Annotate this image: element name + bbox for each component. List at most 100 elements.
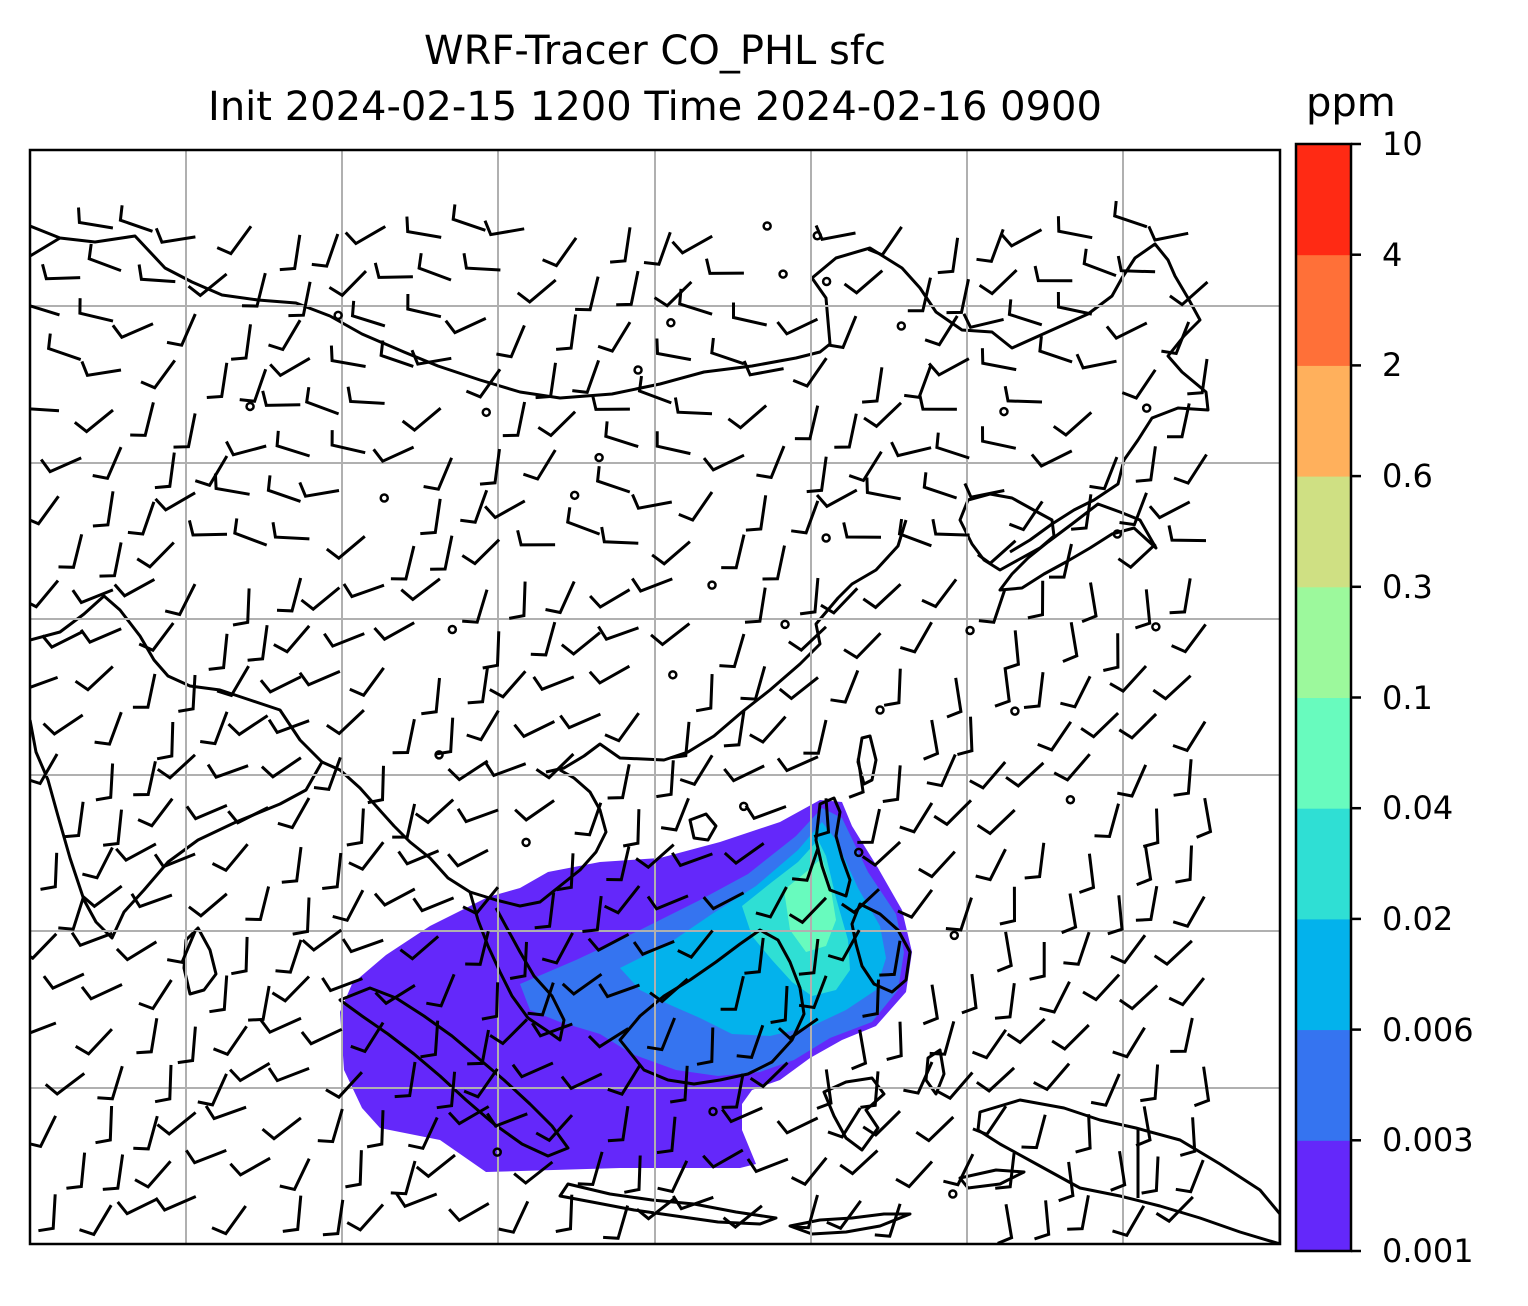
colorbar-unit-label: ppm [1306, 80, 1396, 126]
wind-barb [1110, 1150, 1127, 1192]
calm-wind-marker [821, 276, 832, 287]
wind-barb [534, 892, 556, 930]
wind-barb [907, 277, 932, 313]
wind-barb [41, 263, 81, 281]
wind-barb [882, 765, 902, 803]
wind-barb [587, 1027, 630, 1049]
wind-barb [271, 522, 310, 541]
wind-barb [300, 1027, 343, 1046]
wind-barb [508, 581, 527, 620]
calm-wind-marker [434, 750, 444, 760]
wind-barb [305, 386, 340, 416]
wind-barb [918, 850, 956, 879]
wind-barb [946, 677, 963, 719]
wind-barb [603, 885, 641, 915]
wind-barb [321, 977, 363, 993]
wind-barb [813, 798, 831, 838]
wind-barb [261, 390, 301, 407]
wind-barb [95, 1105, 114, 1145]
wind-barb [555, 314, 578, 351]
wind-barb [591, 394, 630, 411]
wind-barb [390, 545, 416, 581]
wind-barb [456, 808, 499, 824]
wind-barb [660, 797, 690, 832]
wind-barb [509, 941, 528, 980]
wind-barb [535, 752, 575, 780]
wind-barb [156, 721, 175, 761]
wind-barb [79, 1204, 113, 1237]
wind-barb [94, 711, 123, 746]
chart-title-line-1: WRF-Tracer CO_PHL sfc [424, 28, 886, 74]
wind-barb [981, 426, 1017, 450]
wind-barb [415, 1153, 456, 1179]
wind-barb [671, 234, 713, 255]
wind-barb [1135, 1106, 1152, 1147]
wind-barb [1089, 456, 1119, 491]
wind-barb [649, 977, 689, 1004]
wind-barb [669, 1065, 689, 1104]
wind-barb [373, 621, 415, 642]
wind-barb [30, 675, 59, 690]
wind-barb [30, 932, 58, 961]
wind-barb [406, 293, 442, 319]
calm-wind-marker [1112, 529, 1123, 539]
wind-barb [115, 842, 157, 862]
wind-barb [744, 587, 767, 624]
wind-barb [317, 1108, 344, 1144]
wind-barb [1062, 622, 1079, 663]
wind-barb [1196, 797, 1213, 839]
wind-barb [976, 808, 1016, 836]
wind-barb [486, 1112, 528, 1128]
wind-barb [1033, 265, 1073, 283]
wind-barb [463, 1068, 499, 1099]
wind-barb [164, 583, 197, 617]
wind-barb [635, 1196, 677, 1221]
coastline-sulawesi [822, 1076, 886, 1152]
wind-barb [379, 340, 414, 368]
wind-barb [58, 533, 84, 569]
wind-barb [879, 940, 902, 977]
wind-barb [247, 625, 269, 662]
wind-barb [1112, 1026, 1146, 1059]
wind-barb [862, 1110, 902, 1137]
wind-barb [1082, 248, 1117, 278]
wind-barb [80, 360, 122, 377]
wind-barb [561, 972, 603, 996]
wind-barb [678, 288, 713, 316]
wind-barb [607, 1064, 642, 1097]
wind-barb [111, 322, 154, 340]
wind-barb [863, 401, 903, 429]
wind-barb [1102, 633, 1120, 672]
wind-barb [156, 1111, 197, 1136]
wind-barb [229, 1156, 271, 1177]
wind-barb [516, 529, 556, 547]
wind-barb [922, 984, 939, 1026]
wind-barb [173, 413, 197, 449]
wind-barb [1173, 759, 1193, 797]
wind-barb [188, 892, 228, 918]
wind-barb [595, 466, 631, 494]
wind-barb [843, 269, 884, 295]
wind-barb [696, 1027, 715, 1066]
wind-barb [530, 621, 557, 657]
wind-barb [87, 243, 122, 273]
wind-barb [63, 801, 85, 839]
wind-barb [513, 1160, 554, 1185]
wind-barb [862, 979, 880, 1018]
wind-barb [417, 252, 452, 282]
wind-barb [746, 1157, 789, 1174]
wind-barb [482, 631, 501, 670]
wind-barb [187, 272, 228, 298]
wind-barb [275, 430, 311, 458]
coastline-timor [958, 1168, 1026, 1190]
wind-barb [332, 889, 365, 923]
wind-barb [897, 518, 932, 548]
wind-barb [78, 298, 114, 323]
wind-barb [1141, 1156, 1160, 1195]
calm-wind-marker [780, 619, 790, 630]
calm-wind-marker [1151, 622, 1161, 632]
wind-barb [366, 1110, 385, 1149]
wind-barb [963, 482, 1005, 499]
wind-barb [755, 886, 788, 919]
